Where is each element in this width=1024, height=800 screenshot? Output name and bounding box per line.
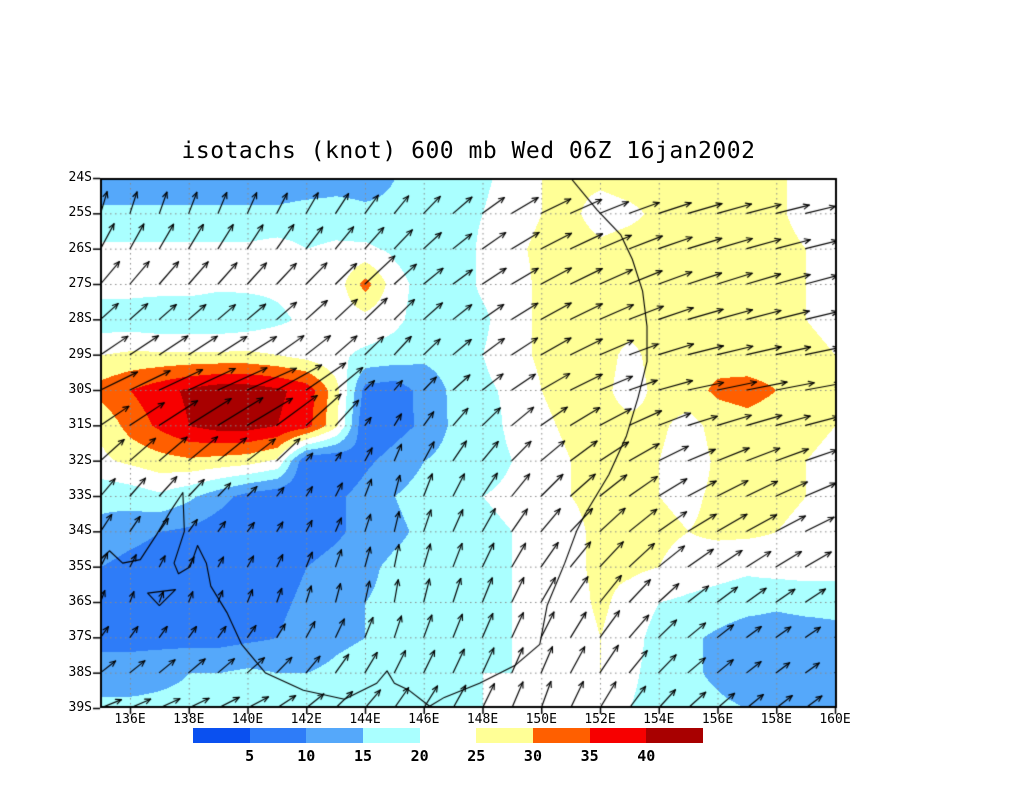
lon-tick-label: 154E bbox=[643, 712, 675, 727]
colorbar-segment bbox=[532, 728, 590, 743]
colorbar-segment bbox=[589, 728, 647, 743]
colorbar-tick-label: 25 bbox=[467, 747, 486, 765]
lon-tick-label: 140E bbox=[231, 712, 264, 727]
colorbar-tick-label: 5 bbox=[245, 747, 255, 765]
lat-tick-label: 28S bbox=[68, 311, 92, 327]
lat-tick-label: 39S bbox=[68, 700, 92, 715]
colorbar-segment bbox=[193, 728, 250, 743]
colorbar-tick-label: 10 bbox=[297, 747, 316, 765]
lat-tick-label: 34S bbox=[68, 523, 92, 539]
lat-tick-label: 25S bbox=[68, 205, 92, 221]
colorbar-segment bbox=[249, 728, 307, 743]
lon-tick-label: 146E bbox=[408, 712, 440, 727]
lon-tick-label: 142E bbox=[290, 712, 322, 727]
colorbar-segment bbox=[362, 728, 420, 743]
lon-tick-label: 156E bbox=[701, 712, 734, 727]
colorbar-tick-label: 40 bbox=[637, 747, 656, 765]
colorbar-segment bbox=[419, 728, 477, 743]
lon-tick-label: 158E bbox=[760, 712, 792, 727]
lat-tick-label: 35S bbox=[68, 558, 92, 574]
lat-tick-label: 26S bbox=[68, 240, 92, 256]
colorbar-tick-label: 15 bbox=[353, 747, 372, 765]
lat-tick-label: 36S bbox=[68, 594, 92, 609]
lat-tick-label: 37S bbox=[68, 629, 92, 645]
lat-tick-label: 30S bbox=[68, 382, 92, 397]
lat-tick-label: 32S bbox=[68, 452, 92, 468]
lat-tick-label: 33S bbox=[68, 488, 92, 503]
lat-tick-label: 24S bbox=[68, 170, 92, 185]
lat-tick-label: 31S bbox=[68, 417, 92, 433]
colorbar bbox=[193, 728, 703, 743]
colorbar-tick-label: 30 bbox=[523, 747, 542, 765]
lat-tick-label: 27S bbox=[68, 276, 92, 291]
lon-tick-label: 148E bbox=[466, 712, 499, 727]
lat-tick-label: 38S bbox=[68, 664, 92, 680]
colorbar-tick-label: 20 bbox=[410, 747, 429, 765]
lon-tick-label: 150E bbox=[525, 712, 557, 727]
lon-tick-label: 160E bbox=[819, 712, 851, 727]
colorbar-tick-label: 35 bbox=[580, 747, 599, 765]
colorbar-segment bbox=[646, 728, 703, 743]
lat-tick-label: 29S bbox=[68, 346, 92, 362]
colorbar-segment bbox=[306, 728, 363, 743]
lon-tick-label: 152E bbox=[584, 712, 616, 727]
lon-tick-label: 136E bbox=[114, 712, 146, 727]
colorbar-segment bbox=[476, 728, 533, 743]
lon-tick-label: 144E bbox=[349, 712, 381, 727]
lon-tick-label: 138E bbox=[173, 712, 205, 727]
